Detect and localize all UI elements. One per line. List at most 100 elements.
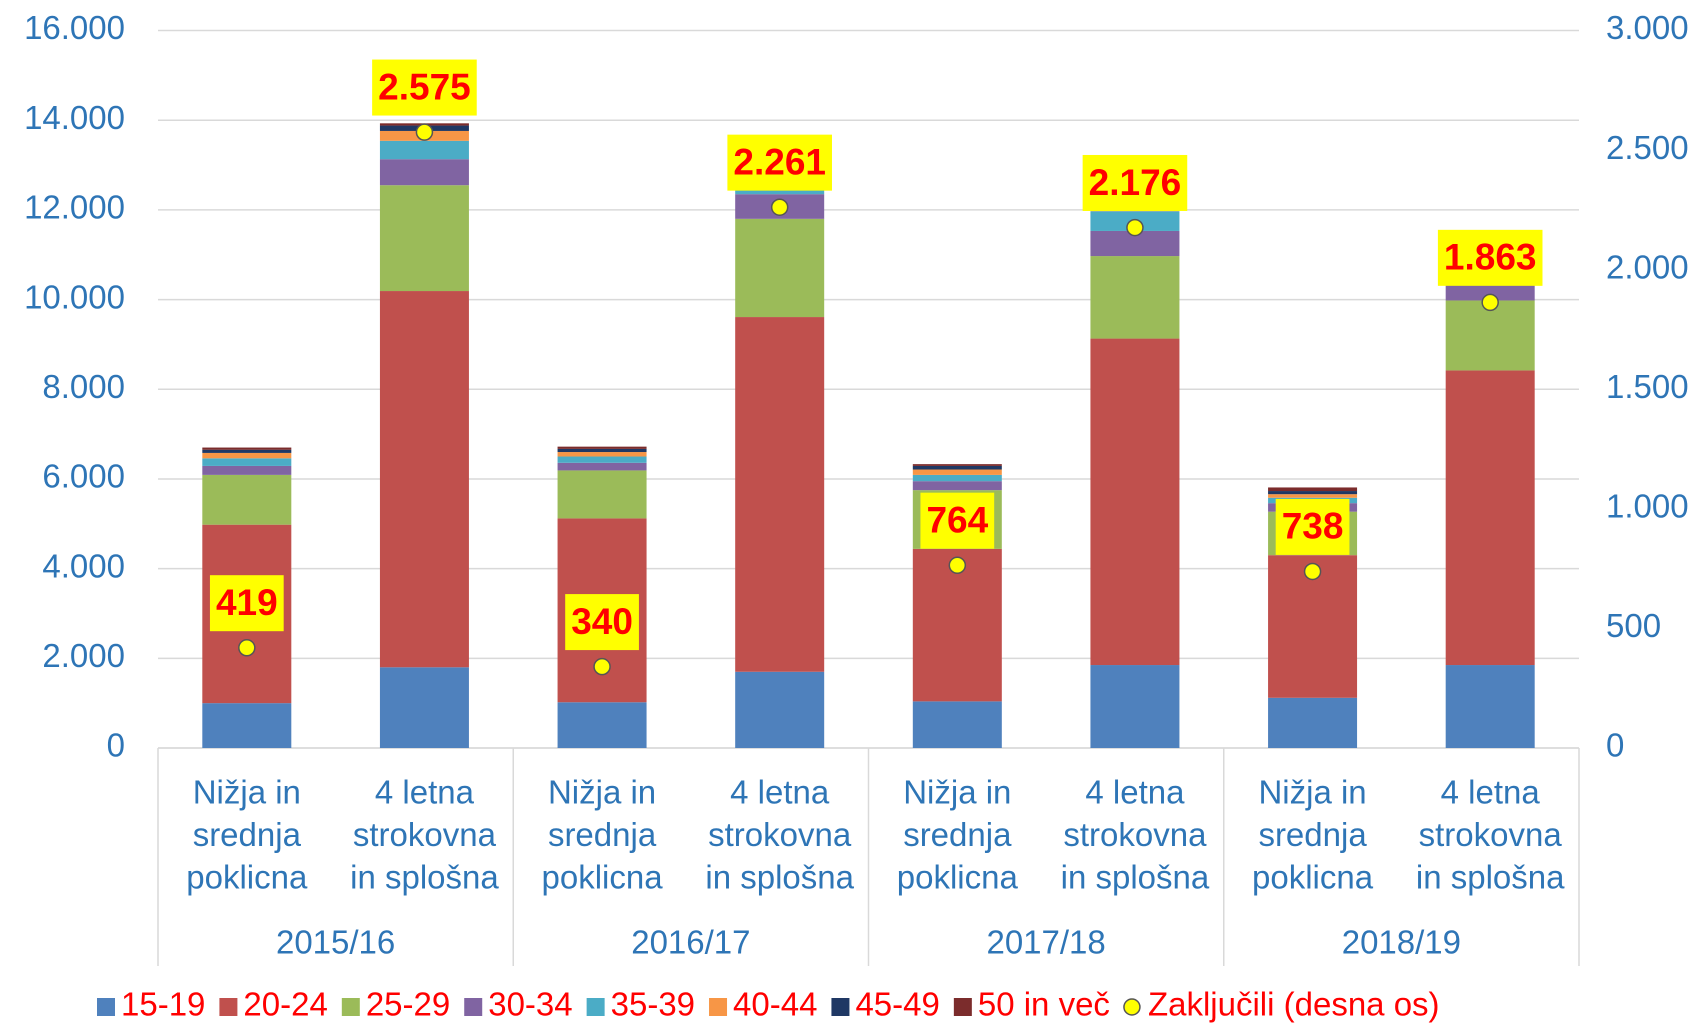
x-tick-label: strokovna <box>353 816 497 853</box>
bar-segment <box>1445 370 1535 666</box>
bar-segment <box>1268 491 1358 495</box>
legend-marker <box>97 998 115 1016</box>
bar-segment <box>202 452 292 459</box>
legend-label: 40-44 <box>733 986 817 1023</box>
y-tick-label: 8.000 <box>42 368 125 405</box>
group-label: 2016/17 <box>631 924 750 961</box>
bar-segment <box>379 159 469 186</box>
y-tick-label: 16.000 <box>24 9 125 46</box>
y2-tick-label: 1.500 <box>1606 368 1689 405</box>
y2-tick-label: 2.500 <box>1606 129 1689 166</box>
data-label: 419 <box>216 582 278 623</box>
y-tick-label: 10.000 <box>24 278 125 315</box>
group-label: 2015/16 <box>276 924 395 961</box>
legend-label: 25-29 <box>366 986 450 1023</box>
x-tick-label: strokovna <box>708 816 852 853</box>
x-tick-label: strokovna <box>1419 816 1563 853</box>
bar-segment <box>379 140 469 160</box>
bar-segment <box>202 465 292 475</box>
data-label: 2.261 <box>733 141 826 182</box>
bar-segment <box>557 456 647 463</box>
x-tick-label: poklicna <box>1252 859 1374 896</box>
legend-label: 20-24 <box>243 986 327 1023</box>
bar-segment <box>912 469 1002 475</box>
group-label: 2017/18 <box>986 924 1105 961</box>
x-tick-label: 4 letna <box>1441 774 1541 811</box>
bar-segment <box>202 447 292 450</box>
data-label-box <box>372 59 477 116</box>
x-tick-label: strokovna <box>1063 816 1207 853</box>
data-label-box <box>565 594 639 651</box>
bar-segment <box>1268 487 1358 492</box>
legend-marker <box>586 998 605 1016</box>
x-tick-label: srednja <box>548 816 657 853</box>
x-tick-label: Nižja in <box>193 774 301 811</box>
x-tick-label: poklicna <box>186 859 308 896</box>
y2-tick-label: 2.000 <box>1606 248 1689 285</box>
point <box>593 657 611 676</box>
x-tick-label: poklicna <box>542 859 664 896</box>
bar-segment <box>912 701 1002 748</box>
x-tick-label: poklicna <box>897 859 1019 896</box>
y2-tick-label: 1.000 <box>1606 488 1689 525</box>
bar-segment <box>557 702 647 748</box>
data-label-box <box>1275 498 1350 555</box>
x-tick-label: in splošna <box>705 859 854 896</box>
bar-segment <box>557 446 647 449</box>
legend-marker <box>953 998 972 1016</box>
data-label: 764 <box>926 499 988 540</box>
bar-segment <box>557 470 647 519</box>
bar-segment <box>202 474 292 525</box>
bar-segment <box>912 474 1002 482</box>
bar-segment <box>1445 665 1535 748</box>
bar-segment <box>379 291 469 668</box>
legend-label: 35-39 <box>611 986 695 1023</box>
data-label-box <box>727 134 832 191</box>
point <box>1303 562 1322 581</box>
point <box>238 639 256 657</box>
x-tick-label: in splošna <box>1416 859 1565 896</box>
bar-segment <box>912 465 1002 470</box>
bar-segment <box>735 218 825 318</box>
legend-label: Zaključili (desna os) <box>1148 986 1440 1023</box>
point <box>948 556 967 575</box>
legend-marker <box>219 998 238 1016</box>
legend-marker <box>831 998 850 1016</box>
data-label-box <box>1082 154 1188 211</box>
x-tick-label: 4 letna <box>1085 774 1185 811</box>
y2-tick-label: 500 <box>1606 607 1661 644</box>
bar-segment <box>379 185 469 292</box>
x-tick-label: in splošna <box>1061 859 1210 896</box>
x-tick-label: Nižja in <box>903 774 1011 811</box>
legend-label: 15-19 <box>121 986 205 1023</box>
bar-segment <box>557 448 647 453</box>
bar-segment <box>912 481 1002 491</box>
y-tick-label: 4.000 <box>42 547 125 584</box>
legend-marker <box>709 998 728 1016</box>
legend-label: 50 in več <box>978 986 1110 1023</box>
bar-segment <box>1090 665 1180 748</box>
bar-segment <box>557 452 647 457</box>
bar-segment <box>1268 697 1358 748</box>
bar-segment <box>735 671 825 748</box>
data-label: 1.863 <box>1444 237 1537 278</box>
bar-segment <box>379 667 469 748</box>
bar-segment <box>202 449 292 453</box>
y-tick-label: 6.000 <box>42 458 125 495</box>
data-label: 2.176 <box>1089 162 1182 203</box>
x-tick-label: 4 letna <box>730 774 830 811</box>
bar-segment <box>735 189 825 195</box>
bar-segment <box>1445 300 1535 371</box>
data-label-box <box>1437 229 1543 286</box>
x-tick-label: srednja <box>193 816 302 853</box>
y-tick-label: 2.000 <box>42 637 125 674</box>
group-label: 2018/19 <box>1342 924 1461 961</box>
y-tick-label: 14.000 <box>24 99 125 136</box>
bar-segment <box>735 317 825 672</box>
y-tick-label: 0 <box>107 727 125 764</box>
bar-segment <box>202 703 292 748</box>
legend-label: 30-34 <box>488 986 572 1023</box>
x-tick-label: in splošna <box>350 859 499 896</box>
legend-marker <box>464 998 483 1016</box>
